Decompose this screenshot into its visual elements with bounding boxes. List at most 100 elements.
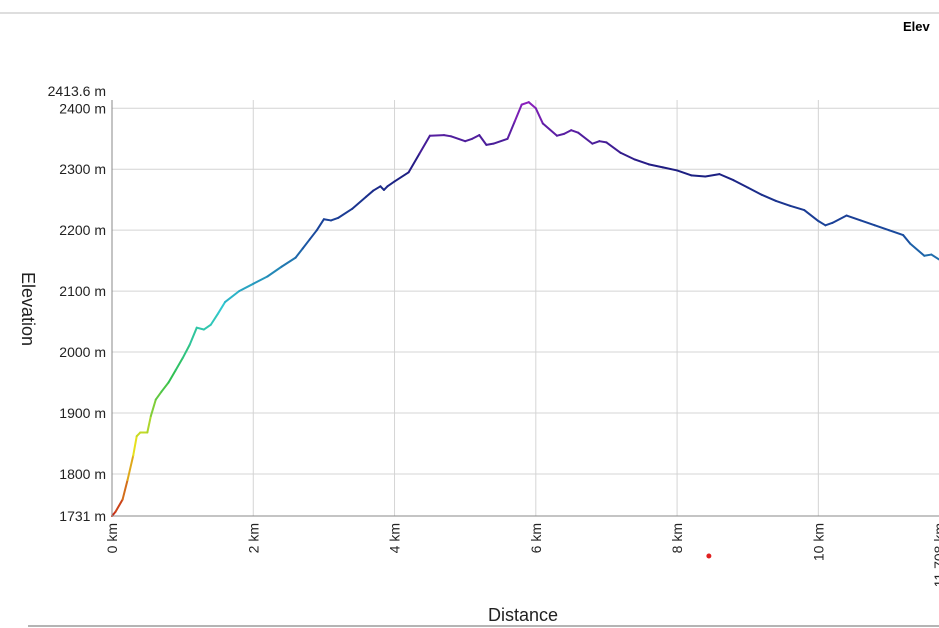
line-segment — [315, 218, 325, 232]
line-segment — [114, 498, 124, 513]
line-segment — [506, 120, 516, 140]
line-segment — [676, 169, 693, 177]
line-segment — [252, 275, 269, 285]
line-segment — [450, 135, 467, 143]
x-tick-label: 8 km — [669, 523, 685, 553]
line-segment — [817, 220, 827, 227]
line-segment — [633, 158, 650, 166]
line-segment — [824, 221, 834, 227]
line-segment — [605, 141, 622, 154]
line-segment — [471, 134, 481, 140]
line-segment — [591, 140, 601, 145]
x-tick-label: 2 km — [245, 523, 261, 553]
line-segment — [598, 140, 608, 144]
vertical-gridlines — [252, 100, 819, 516]
line-segment — [513, 103, 523, 123]
line-segment — [393, 171, 410, 183]
line-segment — [442, 134, 453, 138]
line-segment — [464, 137, 474, 143]
line-segment — [209, 312, 219, 326]
line-segment — [337, 207, 354, 219]
line-segment — [534, 107, 544, 125]
position-marker — [706, 553, 712, 559]
line-segment — [859, 219, 876, 227]
line-segment — [718, 173, 735, 182]
line-segment — [301, 238, 311, 250]
line-segment — [492, 137, 509, 145]
line-segment — [351, 195, 368, 210]
line-segment — [238, 282, 255, 293]
line-segment — [556, 132, 566, 137]
line-segment — [418, 134, 431, 155]
line-segment — [216, 301, 227, 315]
line-segment — [181, 343, 191, 360]
line-segment — [160, 381, 170, 393]
x-tick-label: 0 km — [104, 523, 120, 553]
y-tick-label: 2000 m — [59, 344, 106, 360]
line-segment — [577, 131, 594, 145]
line-segment — [372, 185, 382, 192]
line-segment — [266, 265, 283, 278]
line-segment — [167, 369, 177, 384]
line-segment — [647, 163, 664, 169]
line-segment — [224, 290, 241, 304]
line-segment — [154, 390, 163, 401]
chart-title: Elev — [903, 19, 931, 34]
line-segment — [121, 479, 129, 501]
line-segment — [563, 129, 573, 135]
x-tick-label: 10 km — [810, 523, 826, 561]
line-segment — [322, 218, 332, 222]
line-segment — [365, 189, 375, 198]
horizontal-gridlines — [112, 107, 939, 475]
elevation-line — [111, 101, 939, 517]
line-segment — [803, 209, 820, 223]
y-tick-label: 1800 m — [59, 466, 106, 482]
line-segment — [661, 166, 679, 172]
line-segment — [923, 253, 933, 257]
line-segment — [308, 229, 318, 241]
line-segment — [280, 256, 297, 268]
x-axis-tick-labels: 0 km 2 km 4 km 6 km 8 km 10 km 11.708 km — [104, 523, 939, 587]
line-segment — [126, 454, 135, 482]
y-tick-label: 1731 m — [59, 508, 106, 524]
y-tick-label: 2400 m — [59, 100, 106, 116]
line-segment — [149, 398, 157, 418]
y-tick-label: 2100 m — [59, 283, 106, 299]
line-segment — [774, 199, 792, 207]
line-segment — [690, 174, 707, 178]
line-segment — [831, 214, 848, 224]
line-segment — [732, 179, 749, 189]
line-segment — [132, 435, 138, 457]
line-segment — [887, 229, 905, 237]
line-segment — [428, 134, 445, 137]
line-segment — [570, 129, 580, 134]
y-tick-label: 2413.6 m — [48, 83, 106, 99]
line-segment — [789, 204, 806, 212]
line-segment — [195, 326, 205, 331]
y-axis-title: Elevation — [18, 272, 38, 346]
line-segment — [188, 326, 198, 346]
line-segment — [902, 234, 912, 245]
line-segment — [527, 101, 537, 110]
line-segment — [873, 224, 890, 232]
line-segment — [930, 253, 939, 261]
line-segment — [202, 323, 212, 331]
line-segment — [386, 180, 396, 188]
line-segment — [541, 122, 559, 137]
y-tick-label: 2200 m — [59, 222, 106, 238]
line-segment — [478, 134, 488, 146]
line-segment — [407, 152, 421, 174]
x-axis-title: Distance — [488, 605, 558, 625]
line-segment — [329, 216, 340, 222]
line-segment — [909, 242, 926, 257]
line-segment — [146, 415, 152, 434]
x-tick-label: 4 km — [387, 523, 403, 553]
line-segment — [619, 151, 636, 161]
line-segment — [294, 247, 304, 259]
x-tick-label: 11.708 km — [931, 523, 939, 587]
line-segment — [746, 186, 763, 196]
y-tick-label: 2300 m — [59, 161, 106, 177]
line-segment — [760, 193, 777, 202]
